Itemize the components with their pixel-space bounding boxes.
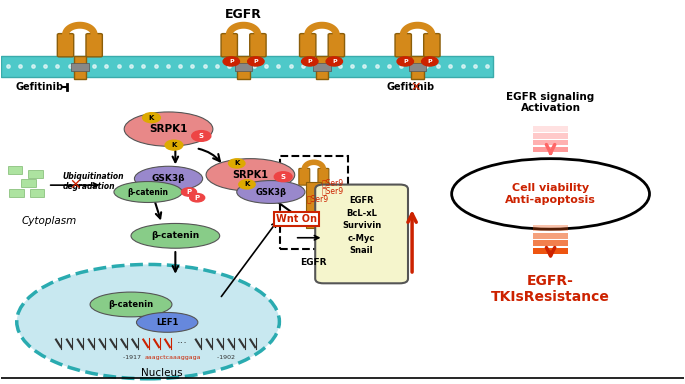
FancyBboxPatch shape xyxy=(74,56,86,79)
Text: S: S xyxy=(281,174,286,180)
Text: Wnt On: Wnt On xyxy=(275,214,316,224)
Text: K: K xyxy=(171,142,177,148)
Ellipse shape xyxy=(134,166,203,191)
FancyBboxPatch shape xyxy=(315,185,408,283)
Text: aaagctcaaaggaga: aaagctcaaaggaga xyxy=(145,355,201,360)
Circle shape xyxy=(422,57,438,66)
Text: -1902: -1902 xyxy=(213,355,235,360)
Text: β-catenin: β-catenin xyxy=(151,231,199,240)
Ellipse shape xyxy=(206,159,295,191)
FancyBboxPatch shape xyxy=(86,34,102,57)
FancyBboxPatch shape xyxy=(533,126,569,132)
Ellipse shape xyxy=(90,292,172,317)
Text: ✕: ✕ xyxy=(69,178,81,192)
FancyBboxPatch shape xyxy=(71,63,89,71)
Text: EGFR signaling
Activation: EGFR signaling Activation xyxy=(506,92,595,113)
Circle shape xyxy=(274,172,292,182)
Text: S: S xyxy=(199,133,203,139)
Ellipse shape xyxy=(124,112,213,146)
Text: ⓅSer9: ⓅSer9 xyxy=(306,195,329,204)
FancyBboxPatch shape xyxy=(533,140,569,146)
FancyBboxPatch shape xyxy=(533,240,569,246)
Text: Ubiquitination
degradation: Ubiquitination degradation xyxy=(63,172,124,191)
Text: β-catenin: β-catenin xyxy=(108,300,153,309)
Text: EGFR: EGFR xyxy=(225,8,262,22)
FancyBboxPatch shape xyxy=(58,34,74,57)
Ellipse shape xyxy=(114,182,182,202)
Text: Gefitinib: Gefitinib xyxy=(15,82,63,92)
FancyBboxPatch shape xyxy=(395,34,412,57)
Circle shape xyxy=(326,57,342,66)
Text: ⓅSer9: ⓅSer9 xyxy=(322,178,344,187)
Ellipse shape xyxy=(136,313,198,332)
Text: ⓅSer9: ⓅSer9 xyxy=(322,186,344,195)
Text: P: P xyxy=(427,59,432,64)
Circle shape xyxy=(192,131,211,141)
Ellipse shape xyxy=(237,180,305,204)
FancyBboxPatch shape xyxy=(318,168,329,185)
Text: EGFR-
TKIsResistance: EGFR- TKIsResistance xyxy=(491,274,610,304)
FancyBboxPatch shape xyxy=(299,168,310,185)
Text: P: P xyxy=(308,59,312,64)
Text: GSK3β: GSK3β xyxy=(256,187,286,197)
Circle shape xyxy=(223,57,240,66)
Ellipse shape xyxy=(131,223,220,248)
FancyBboxPatch shape xyxy=(238,56,250,79)
Text: P: P xyxy=(332,59,336,64)
Text: GSK3β: GSK3β xyxy=(152,174,185,183)
FancyBboxPatch shape xyxy=(299,34,316,57)
Text: K: K xyxy=(245,181,249,187)
FancyBboxPatch shape xyxy=(533,248,569,254)
Text: -1917: -1917 xyxy=(123,355,145,360)
Ellipse shape xyxy=(16,265,279,379)
Text: K: K xyxy=(149,115,154,121)
FancyBboxPatch shape xyxy=(235,63,253,71)
Text: P: P xyxy=(403,59,408,64)
Text: Nucleus: Nucleus xyxy=(141,368,182,378)
FancyBboxPatch shape xyxy=(306,182,321,228)
Text: Gefitinib: Gefitinib xyxy=(387,82,435,92)
Circle shape xyxy=(190,194,205,202)
Text: K: K xyxy=(234,161,240,166)
FancyBboxPatch shape xyxy=(412,56,424,79)
Text: SRPK1: SRPK1 xyxy=(149,124,188,134)
Text: SRPK1: SRPK1 xyxy=(232,170,269,180)
Text: Cytoplasm: Cytoplasm xyxy=(22,215,77,225)
Circle shape xyxy=(239,180,256,189)
FancyBboxPatch shape xyxy=(279,156,348,249)
Circle shape xyxy=(229,159,245,168)
Text: ···: ··· xyxy=(177,338,188,348)
FancyBboxPatch shape xyxy=(533,147,569,152)
FancyBboxPatch shape xyxy=(313,63,331,71)
Text: EGFR: EGFR xyxy=(301,258,327,266)
FancyBboxPatch shape xyxy=(409,63,427,71)
Text: ✕: ✕ xyxy=(410,81,421,94)
Text: P: P xyxy=(253,59,258,64)
FancyBboxPatch shape xyxy=(250,34,266,57)
FancyBboxPatch shape xyxy=(424,34,440,57)
FancyBboxPatch shape xyxy=(533,225,569,231)
Ellipse shape xyxy=(451,159,649,229)
FancyBboxPatch shape xyxy=(533,133,569,139)
Text: EGFR
BcL-xL
Survivin
c-Myc
Snail: EGFR BcL-xL Survivin c-Myc Snail xyxy=(342,196,382,255)
Circle shape xyxy=(142,113,160,122)
Text: P: P xyxy=(229,59,234,64)
FancyBboxPatch shape xyxy=(533,233,569,238)
Circle shape xyxy=(165,140,183,150)
Circle shape xyxy=(397,57,414,66)
FancyBboxPatch shape xyxy=(328,34,345,57)
Text: P: P xyxy=(195,195,200,201)
Text: P: P xyxy=(186,189,192,195)
Text: Cell viability
Anti-apoptosis: Cell viability Anti-apoptosis xyxy=(505,183,596,205)
Circle shape xyxy=(248,57,264,66)
Text: β-catenin: β-catenin xyxy=(127,187,169,197)
Circle shape xyxy=(182,188,197,196)
FancyBboxPatch shape xyxy=(316,56,328,79)
Circle shape xyxy=(301,57,318,66)
Text: LEF1: LEF1 xyxy=(156,318,178,327)
FancyBboxPatch shape xyxy=(221,34,238,57)
FancyBboxPatch shape xyxy=(1,56,493,77)
